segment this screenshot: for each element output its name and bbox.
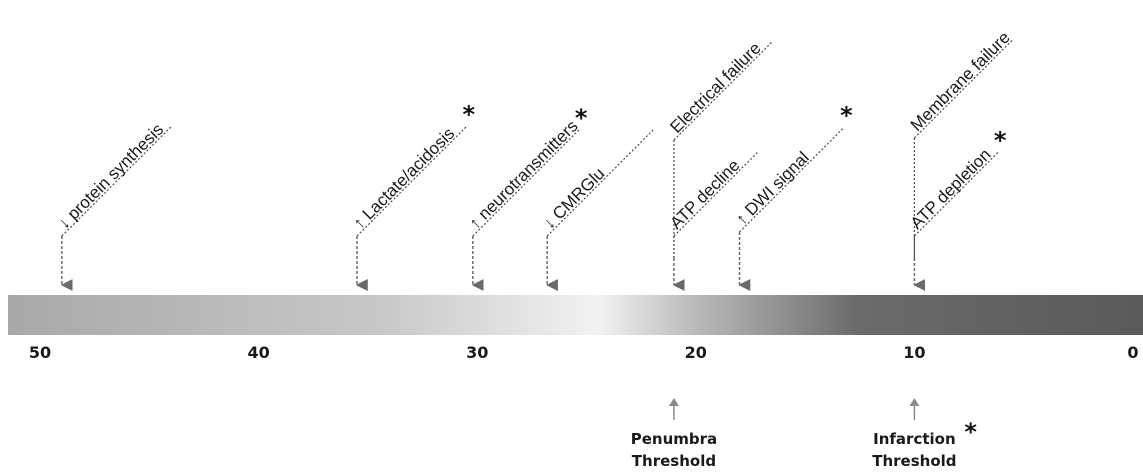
tick-label-40: 40: [247, 343, 269, 362]
threshold-label-line2: Threshold: [632, 452, 716, 470]
threshold-label-line1: Penumbra: [631, 430, 717, 448]
tick-label-0: 0: [1127, 343, 1138, 362]
event-dwi-signal: ↑ DWI signal *: [732, 101, 853, 291]
threshold-label-line2: Threshold: [872, 452, 956, 470]
event-label: ↑ Lactate/acidosis: [349, 124, 458, 233]
asterisk-marker: *: [840, 101, 853, 129]
event-leader-line: [913, 38, 1014, 139]
tick-label-30: 30: [466, 343, 488, 362]
event-leader-line: [61, 125, 172, 237]
threshold-label-line1: Infarction: [873, 430, 956, 448]
event-leader-line: [356, 125, 467, 237]
asterisk-marker: *: [964, 418, 977, 446]
event-protein-synthesis: ↓ protein synthesis: [54, 120, 172, 291]
up-arrow-icon: [668, 398, 679, 406]
threshold-penumbra: Penumbra Threshold: [631, 398, 717, 470]
event-label: ↓ protein synthesis: [54, 120, 167, 233]
blood-flow-gradient-bar: [8, 295, 1143, 335]
event-label: ATP decline: [666, 156, 743, 233]
event-membrane-failure: Membrane failure: [907, 28, 1014, 291]
event-label: Membrane failure: [907, 28, 1014, 135]
up-arrow-icon: [909, 398, 920, 406]
events-layer: ↓ protein synthesis ↑ Lactate/acidosis*↑ …: [54, 28, 1014, 291]
event-label: ↑ DWI signal: [732, 148, 813, 229]
thresholds-layer: Penumbra Threshold Infarction Threshold *: [631, 398, 977, 470]
tick-label-10: 10: [903, 343, 925, 362]
event-leader-line: [673, 40, 774, 141]
event-label: Electrical failure: [666, 39, 764, 137]
event-label: ATP depletion: [907, 145, 995, 233]
asterisk-marker: *: [575, 104, 588, 132]
tick-label-20: 20: [685, 343, 707, 362]
event-leader-line: [472, 129, 580, 237]
asterisk-marker: *: [994, 127, 1007, 155]
tick-label-50: 50: [29, 343, 51, 362]
event-atp-depletion: ATP depletion*: [907, 127, 1007, 258]
threshold-infarction: Infarction Threshold *: [872, 398, 977, 470]
event-lactate-acidosis: ↑ Lactate/acidosis*: [349, 100, 476, 291]
event-leader-line: [739, 126, 845, 233]
event-electrical-failure: Electrical failure: [666, 39, 774, 291]
event-leader-line: [546, 129, 654, 237]
scale-ticks: 50 40 30 20 10 0: [29, 343, 1139, 362]
event-label: ↓ CMRGlu: [540, 164, 609, 233]
asterisk-marker: *: [463, 100, 476, 128]
